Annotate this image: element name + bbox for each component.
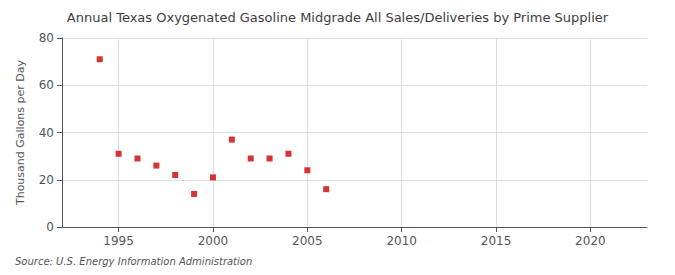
svg-text:20: 20: [39, 173, 54, 187]
svg-text:0: 0: [46, 220, 54, 234]
svg-text:Annual Texas Oxygenated Gasoli: Annual Texas Oxygenated Gasoline Midgrad…: [67, 10, 609, 25]
svg-text:40: 40: [39, 126, 54, 140]
svg-text:Thousand Gallons per Day: Thousand Gallons per Day: [14, 59, 27, 206]
svg-text:Source: U.S. Energy Informatio: Source: U.S. Energy Information Administ…: [15, 256, 252, 267]
svg-text:1995: 1995: [103, 234, 134, 248]
svg-text:2000: 2000: [198, 234, 229, 248]
svg-text:2010: 2010: [386, 234, 417, 248]
svg-text:80: 80: [39, 31, 54, 45]
svg-text:2005: 2005: [292, 234, 323, 248]
svg-text:2015: 2015: [481, 234, 512, 248]
svg-text:60: 60: [39, 78, 54, 92]
svg-text:2020: 2020: [575, 234, 606, 248]
